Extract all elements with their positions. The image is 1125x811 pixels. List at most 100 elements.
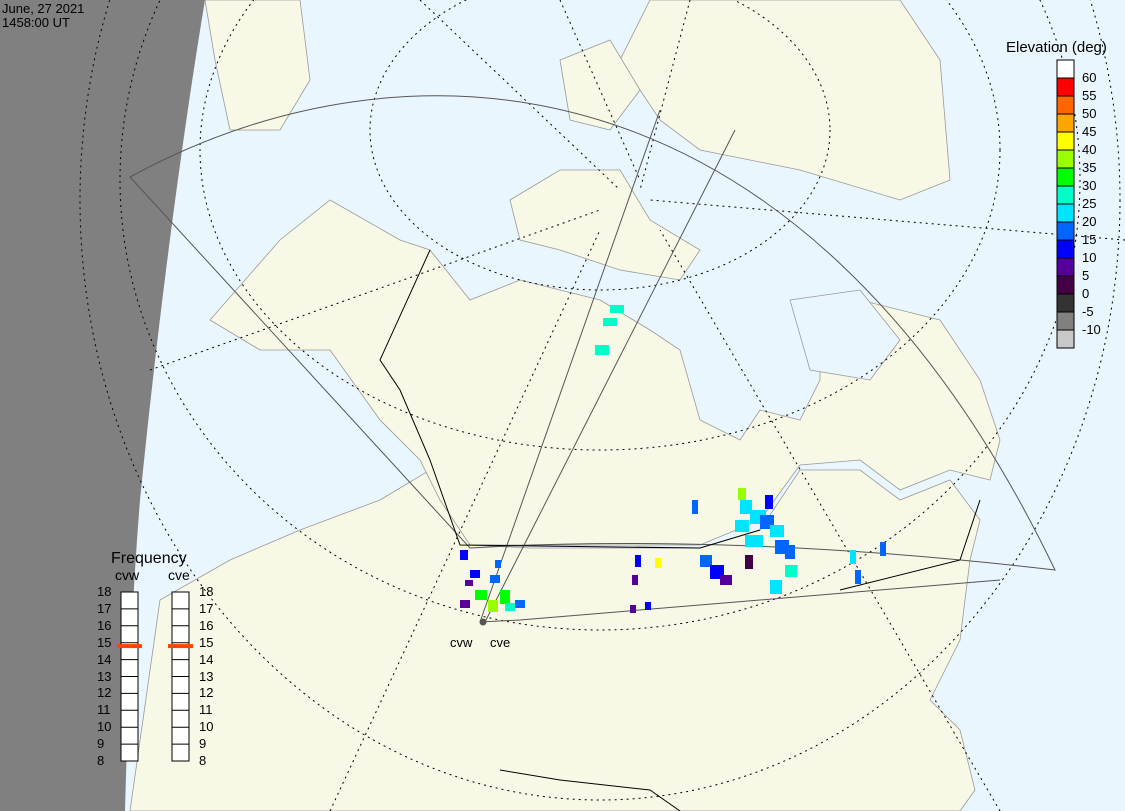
legend-label: 5 <box>1082 268 1090 283</box>
echo-cell <box>655 558 661 568</box>
frequency-tick-cve: 14 <box>199 651 214 667</box>
legend-label: 15 <box>1082 232 1097 247</box>
legend-swatch <box>1056 167 1075 187</box>
legend-label: 10 <box>1082 250 1097 265</box>
radar-fov <box>129 95 1056 623</box>
land <box>129 0 1001 811</box>
legend-title: Elevation (deg) <box>1006 39 1107 56</box>
frequency-tick-cvw: 18 <box>97 584 112 599</box>
radar-site-marker <box>479 618 487 626</box>
date-label: June, 27 2021 <box>2 1 85 16</box>
legend-swatch <box>1056 185 1075 205</box>
echo-cell <box>475 590 487 600</box>
echo-cell <box>770 580 782 594</box>
echo-cell <box>740 500 752 514</box>
echo-cell <box>738 488 746 500</box>
frequency-tick-cve: 10 <box>199 719 214 735</box>
legend-label: -10 <box>1082 322 1101 337</box>
echo-cell <box>855 570 861 584</box>
legend-label: 40 <box>1082 142 1097 157</box>
legend-swatch <box>1056 149 1075 169</box>
frequency-radar-cvw: cvw <box>115 567 140 583</box>
echo-cell <box>595 345 609 355</box>
legend-label: 35 <box>1082 160 1097 175</box>
frequency-tick-cve: 16 <box>199 617 214 633</box>
legend-swatch <box>1056 95 1075 115</box>
legend-swatch <box>1056 59 1075 79</box>
legend-label: 20 <box>1082 214 1097 229</box>
time-label: 1458:00 UT <box>2 15 70 30</box>
echo-cell <box>785 565 797 577</box>
echo-cell <box>700 555 712 567</box>
echo-cell <box>610 305 624 313</box>
echo-cell <box>850 550 856 564</box>
frequency-tick-cvw: 10 <box>97 719 112 735</box>
frequency-tick-cvw: 17 <box>97 600 112 616</box>
radar-label-cvw: cvw <box>450 635 473 650</box>
echo-cell <box>603 318 617 326</box>
echo-cell <box>495 560 501 568</box>
frequency-marker <box>168 644 193 649</box>
frequency-marker <box>117 644 142 649</box>
echo-cell <box>692 500 698 514</box>
echo-cell <box>735 520 749 532</box>
legend-label: 60 <box>1082 70 1097 85</box>
legend-swatch <box>1056 131 1075 151</box>
echo-cell <box>470 570 480 578</box>
legend-label: 45 <box>1082 124 1097 139</box>
legend-label: 30 <box>1082 178 1097 193</box>
echo-cell <box>500 590 510 604</box>
legend-swatch <box>1056 257 1075 277</box>
echo-cell <box>770 525 784 537</box>
radar-echoes <box>460 305 886 613</box>
echo-cell <box>465 580 473 586</box>
frequency-tick-cvw: 16 <box>97 617 112 633</box>
legend-label: -5 <box>1082 304 1094 319</box>
frequency-panel <box>117 591 193 762</box>
frequency-tick-cvw: 9 <box>97 736 105 752</box>
legend-label: 25 <box>1082 196 1097 211</box>
echo-cell <box>745 555 753 569</box>
legend-swatch <box>1056 203 1075 223</box>
legend-label: 0 <box>1082 286 1090 301</box>
echo-cell <box>745 535 763 547</box>
legend-swatch <box>1056 221 1075 241</box>
echo-cell <box>645 602 651 610</box>
echo-cell <box>632 575 638 585</box>
frequency-tick-cve: 11 <box>199 702 213 718</box>
echo-cell <box>720 575 732 585</box>
frequency-tick-cvw: 11 <box>97 702 111 718</box>
echo-cell <box>765 495 773 509</box>
legend-label: 50 <box>1082 106 1097 121</box>
legend-swatch <box>1056 275 1075 295</box>
echo-cell <box>630 605 636 613</box>
echo-cell <box>490 575 500 583</box>
frequency-tick-cve: 15 <box>199 634 214 650</box>
frequency-tick-cve: 8 <box>199 753 207 768</box>
frequency-tick-cve: 12 <box>199 685 214 701</box>
legend-swatch <box>1056 77 1075 97</box>
echo-cell <box>488 600 498 612</box>
frequency-tick-cve: 18 <box>199 584 214 599</box>
frequency-tick-cvw: 12 <box>97 685 112 701</box>
elevation-legend <box>1056 59 1075 349</box>
echo-cell <box>460 600 470 608</box>
frequency-tick-cvw: 15 <box>97 634 112 650</box>
legend-label: 55 <box>1082 88 1097 103</box>
frequency-tick-cvw: 8 <box>97 753 105 768</box>
legend-swatch <box>1056 293 1075 313</box>
frequency-tick-cvw: 14 <box>97 651 112 667</box>
frequency-tick-cve: 13 <box>199 668 214 684</box>
borders <box>379 249 981 811</box>
legend-swatch <box>1056 113 1075 133</box>
legend-swatch <box>1056 239 1075 259</box>
echo-cell <box>505 603 515 611</box>
echo-cell <box>515 600 525 608</box>
frequency-tick-cve: 17 <box>199 600 214 616</box>
frequency-tick-cve: 9 <box>199 736 207 752</box>
lat-lon-grid <box>79 0 1125 811</box>
echo-cell <box>635 555 641 567</box>
frequency-tick-cvw: 13 <box>97 668 112 684</box>
